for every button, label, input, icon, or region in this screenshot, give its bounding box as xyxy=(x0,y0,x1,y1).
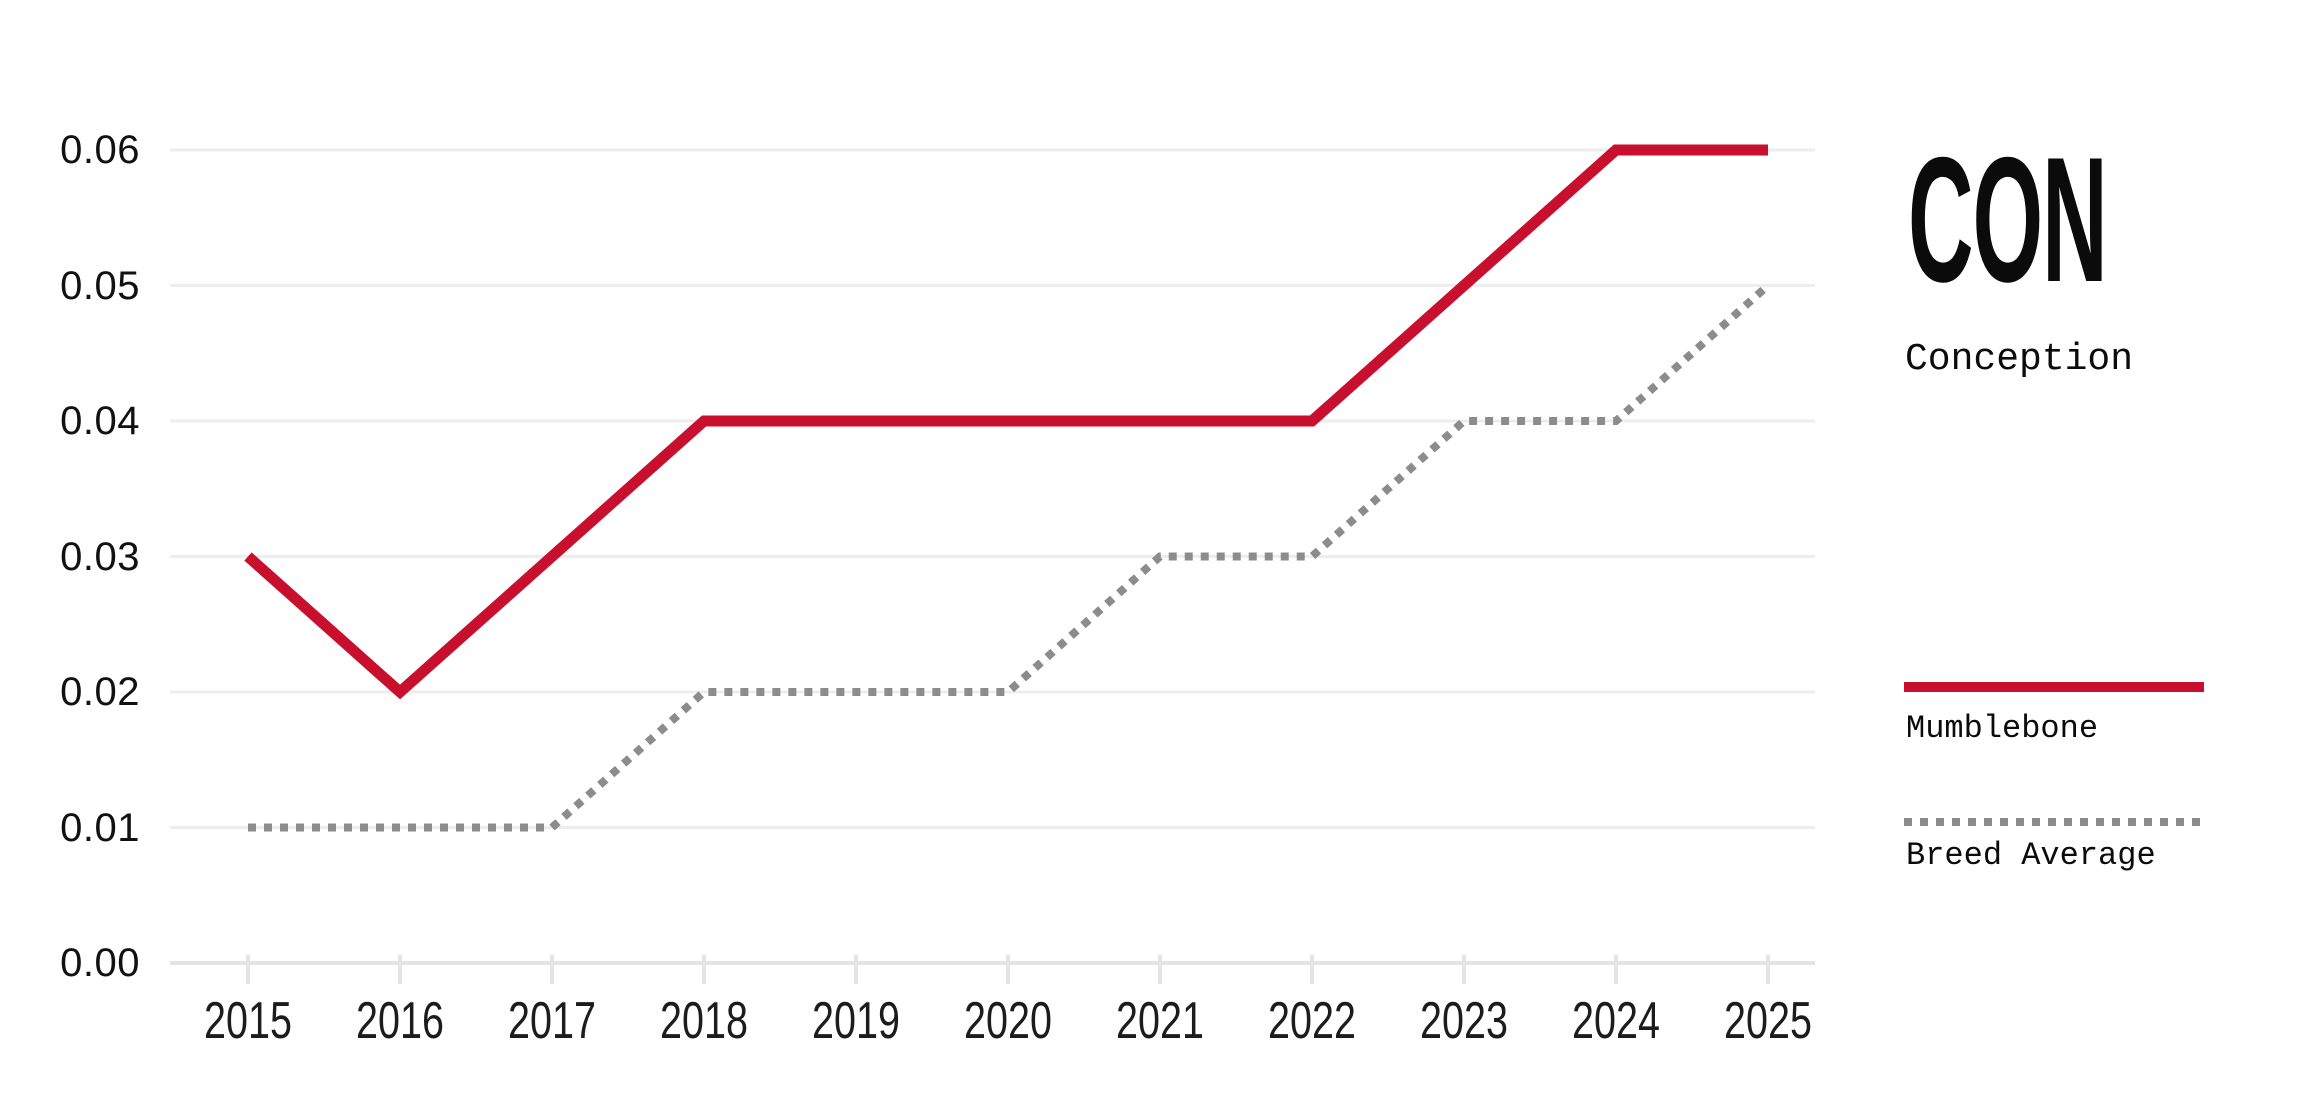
x-tick-label: 2017 xyxy=(508,992,596,1050)
x-tick-label: 2018 xyxy=(660,992,748,1050)
chart-title-full: Conception xyxy=(1905,338,2134,381)
legend-label-breed-average: Breed Average xyxy=(1906,837,2156,874)
x-tick-label: 2015 xyxy=(204,992,292,1050)
data-series xyxy=(244,144,1771,832)
y-tick-label: 0.06 xyxy=(60,128,140,172)
y-tick-label: 0.01 xyxy=(60,805,140,850)
y-tick-label: 0.04 xyxy=(60,399,140,443)
x-tick-label: 2016 xyxy=(356,992,444,1050)
x-tick-label: 2019 xyxy=(812,992,900,1050)
legend-swatch-solid-line xyxy=(1904,682,2204,692)
legend-label-mumblebone: Mumblebone xyxy=(1906,710,2099,747)
x-tick-label: 2024 xyxy=(1572,992,1660,1050)
x-tick-label: 2022 xyxy=(1268,992,1356,1050)
x-tick-label: 2023 xyxy=(1420,992,1508,1050)
chart-info-panel: CON Conception Mumblebone Breed Average xyxy=(1904,120,2320,1000)
y-tick-label: 0.00 xyxy=(60,941,140,985)
x-tick-label: 2025 xyxy=(1724,992,1812,1050)
gridlines xyxy=(170,148,1815,829)
y-tick-label: 0.02 xyxy=(60,670,140,714)
x-tick-label: 2021 xyxy=(1116,992,1204,1050)
legend-swatch-dotted-line xyxy=(1904,818,2204,826)
y-tick-label: 0.05 xyxy=(60,263,140,308)
x-axis xyxy=(170,955,1815,984)
series-line-mumblebone xyxy=(244,144,1768,700)
y-tick-label: 0.03 xyxy=(60,534,140,579)
chart-title-abbrev: CON xyxy=(1908,120,2108,319)
x-tick-label: 2020 xyxy=(964,992,1052,1050)
